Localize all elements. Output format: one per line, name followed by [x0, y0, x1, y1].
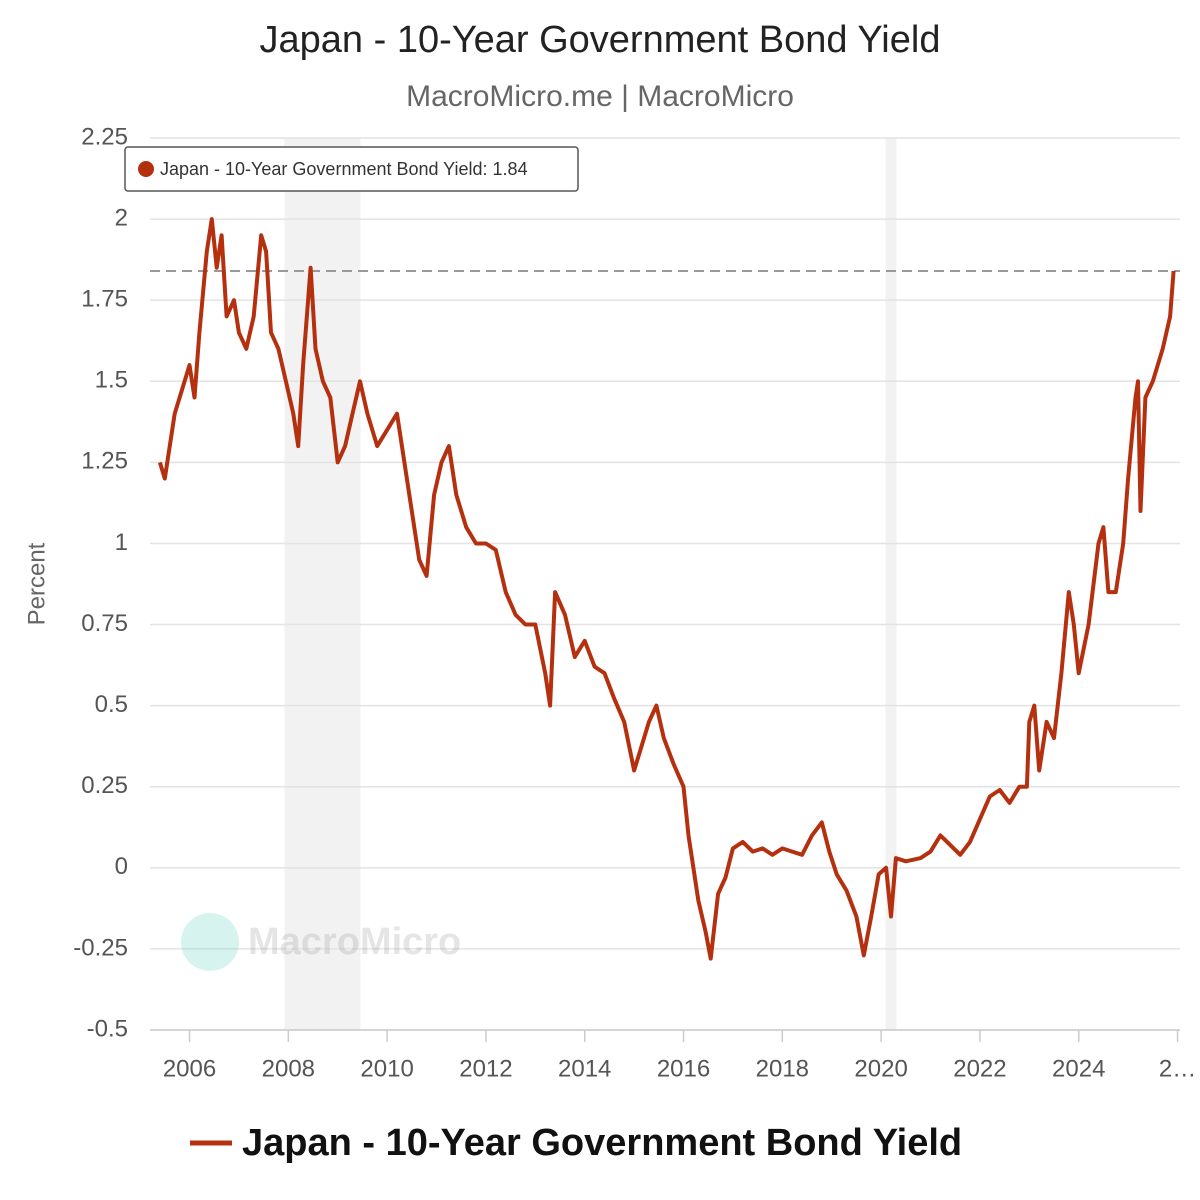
chart-title: Japan - 10-Year Government Bond Yield: [260, 19, 941, 61]
tooltip-text: Japan - 10-Year Government Bond Yield: 1…: [160, 159, 528, 179]
y-tick-label: 1.25: [81, 448, 128, 475]
x-tick-label: 2…: [1159, 1055, 1196, 1082]
y-tick-label: 0.25: [81, 772, 128, 799]
x-tick-label: 2014: [558, 1055, 611, 1082]
legend-label: Japan - 10-Year Government Bond Yield: [242, 1122, 962, 1164]
x-tick-label: 2024: [1052, 1055, 1105, 1082]
y-tick-label: 0.75: [81, 610, 128, 637]
x-tick-label: 2008: [262, 1055, 315, 1082]
data-line: [157, 217, 1176, 961]
x-tick-label: 2010: [360, 1055, 413, 1082]
x-tick-label: 2006: [163, 1055, 216, 1082]
x-tick-label: 2018: [756, 1055, 809, 1082]
watermark-logo: [181, 913, 239, 971]
y-tick-label: 1.5: [95, 367, 128, 394]
y-tick-label: 1.75: [81, 286, 128, 313]
tooltip-marker: [138, 161, 154, 177]
chart-subtitle: MacroMicro.me | MacroMicro: [406, 80, 794, 113]
shaded-region: [284, 138, 361, 1030]
y-axis-label: Percent: [23, 542, 50, 625]
watermark: MacroMicro: [181, 913, 461, 971]
y-tick-label: 0.5: [95, 691, 128, 718]
y-tick-label: 2: [115, 204, 128, 231]
x-tick-label: 2012: [459, 1055, 512, 1082]
shaded-region: [885, 138, 897, 1030]
watermark-text: MacroMicro: [248, 921, 461, 963]
x-tick-label: 2016: [657, 1055, 710, 1082]
x-tick-label: 2022: [953, 1055, 1006, 1082]
x-tick-label: 2020: [854, 1055, 907, 1082]
y-tick-label: 0: [115, 853, 128, 880]
tooltip-box: [124, 146, 579, 192]
y-tick-label: -0.25: [73, 934, 128, 961]
y-tick-label: 1: [115, 529, 128, 556]
y-tick-label: -0.5: [87, 1015, 128, 1042]
y-tick-label: 2.25: [81, 123, 128, 150]
